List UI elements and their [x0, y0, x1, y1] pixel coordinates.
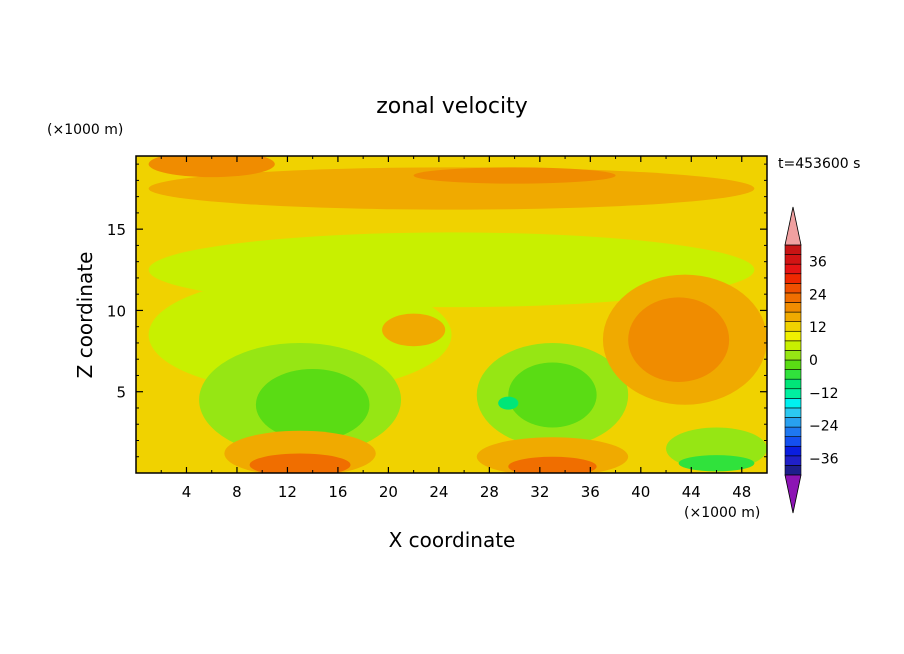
contour-region	[628, 297, 730, 382]
contour-region	[508, 456, 597, 473]
contour-region	[498, 396, 519, 410]
x-tick-label: 32	[530, 483, 549, 501]
contour-region	[413, 167, 616, 184]
colorbar-swatch	[784, 398, 802, 409]
colorbar-swatch	[784, 340, 802, 351]
colorbar-swatch	[784, 263, 802, 275]
x-tick-label: 44	[682, 483, 701, 501]
colorbar-swatch	[784, 407, 802, 418]
colorbar-swatch	[784, 311, 802, 322]
time-label: t=453600 s	[778, 156, 860, 172]
contour-region	[508, 362, 597, 428]
x-tick-label: 24	[429, 483, 448, 501]
x-tick-label: 40	[631, 483, 650, 501]
colorbar-swatch	[784, 350, 802, 361]
colorbar: 36 24 12 0 −12 −24 −36	[784, 206, 839, 514]
plot-area	[136, 156, 767, 473]
y-axis-units: (×1000 m)	[47, 122, 123, 138]
x-axis-units: (×1000 m)	[684, 505, 760, 521]
y-tick-label: 10	[107, 302, 126, 320]
contour-region	[255, 368, 370, 441]
colorbar-label: 12	[809, 320, 827, 336]
contour-region	[382, 313, 446, 347]
contour-region	[249, 453, 351, 473]
colorbar-swatch	[784, 465, 802, 476]
colorbar-swatch	[784, 426, 802, 437]
x-tick-label: 48	[732, 483, 751, 501]
colorbar-swatch	[784, 436, 802, 447]
x-tick-label: 12	[278, 483, 297, 501]
x-tick-label: 36	[581, 483, 600, 501]
colorbar-label: −12	[809, 386, 839, 402]
x-axis-label: X coordinate	[389, 528, 516, 552]
colorbar-swatch	[784, 283, 802, 294]
y-tick-label: 5	[116, 384, 126, 402]
colorbar-swatch	[784, 321, 802, 332]
colorbar-swatch	[784, 273, 802, 284]
colorbar-label: 24	[809, 287, 827, 303]
colorbar-swatch	[784, 254, 802, 265]
chart-title: zonal velocity	[376, 94, 528, 119]
colorbar-swatch	[784, 302, 802, 313]
y-tick-label: 15	[107, 221, 126, 239]
colorbar-label: −24	[809, 419, 839, 435]
x-tick-label: 4	[182, 483, 192, 501]
colorbar-under-triangle	[784, 474, 802, 514]
colorbar-swatch	[784, 330, 802, 342]
colorbar-label: 0	[809, 353, 818, 369]
colorbar-swatch	[784, 445, 802, 457]
colorbar-label: −36	[809, 452, 839, 468]
x-tick-label: 16	[328, 483, 347, 501]
colorbar-swatch	[784, 244, 802, 255]
colorbar-swatch	[784, 292, 802, 303]
y-axis-ticks: 5 10 15	[107, 163, 767, 458]
colorbar-swatch	[784, 388, 802, 399]
x-tick-label: 20	[379, 483, 398, 501]
y-axis-label: Z coordinate	[73, 252, 97, 379]
plot-frame	[135, 155, 768, 474]
colorbar-over-triangle	[784, 206, 802, 246]
x-axis-ticks: 4 8 12 16 20 24 28 32 36 40 44 48	[160, 156, 751, 501]
colorbar-swatch	[784, 359, 802, 370]
colorbar-label: 36	[809, 254, 827, 270]
x-tick-label: 8	[232, 483, 242, 501]
x-tick-label: 28	[480, 483, 499, 501]
colorbar-swatch	[784, 378, 802, 390]
contour-region	[148, 156, 275, 178]
contour-region	[678, 455, 755, 472]
colorbar-swatch	[784, 455, 802, 466]
colorbar-swatch	[784, 369, 802, 380]
colorbar-swatch	[784, 417, 802, 428]
